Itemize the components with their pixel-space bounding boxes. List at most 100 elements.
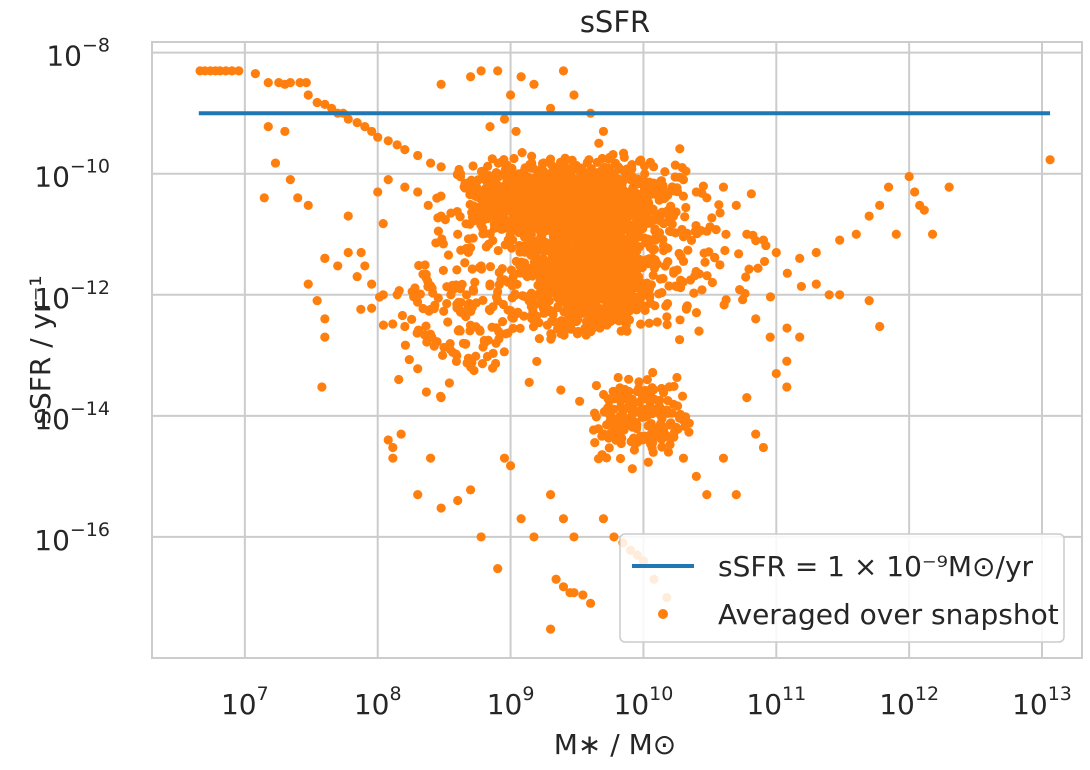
data-point (645, 292, 655, 303)
data-point (524, 179, 534, 189)
data-point (554, 261, 564, 271)
data-point (619, 217, 630, 228)
data-point (669, 186, 679, 196)
data-point (811, 279, 821, 289)
data-point (617, 410, 627, 420)
data-point (485, 261, 496, 272)
data-point (684, 418, 694, 428)
data-point (1045, 155, 1055, 165)
data-point (664, 420, 675, 430)
data-point (664, 281, 674, 291)
data-point (699, 248, 709, 258)
data-point (591, 412, 601, 422)
data-point (580, 219, 590, 229)
data-point (460, 258, 470, 268)
data-point (443, 317, 453, 327)
data-point (400, 145, 410, 155)
data-point (506, 265, 516, 275)
data-point (640, 233, 650, 243)
data-point (456, 245, 466, 255)
data-point (663, 256, 673, 267)
data-point (572, 329, 583, 339)
data-point (572, 257, 582, 267)
data-point (744, 264, 754, 274)
data-point (468, 284, 478, 294)
data-point (506, 199, 516, 209)
data-point (682, 228, 692, 239)
data-point (560, 153, 570, 163)
data-point (697, 285, 707, 295)
data-point (707, 213, 717, 223)
data-point (796, 281, 806, 292)
data-point (392, 290, 402, 300)
data-point (875, 200, 885, 210)
data-point (600, 274, 610, 284)
data-point (625, 174, 636, 185)
data-point (320, 99, 330, 109)
data-point (558, 582, 569, 592)
data-point (457, 279, 467, 290)
data-point (360, 122, 370, 132)
data-point (594, 138, 604, 148)
data-point (569, 532, 579, 542)
data-point (669, 268, 679, 278)
data-point (742, 393, 752, 403)
data-point (740, 288, 750, 299)
data-point (636, 319, 646, 329)
data-point (621, 320, 631, 330)
data-point (720, 245, 730, 256)
data-point (593, 454, 604, 464)
data-point (373, 132, 383, 142)
data-point (388, 453, 398, 463)
data-point (476, 220, 486, 230)
data-point (574, 229, 584, 239)
data-point (602, 420, 612, 430)
data-point (521, 188, 531, 198)
data-point (558, 224, 568, 235)
data-point (607, 189, 617, 199)
data-point (516, 72, 526, 82)
data-point (493, 296, 503, 306)
data-point (453, 169, 463, 179)
data-point (700, 257, 710, 267)
data-point (634, 195, 645, 205)
data-point (638, 178, 649, 188)
data-point (437, 350, 448, 360)
data-point (710, 253, 720, 263)
data-point (585, 229, 595, 239)
data-point (734, 249, 744, 259)
data-point (407, 314, 417, 324)
data-point (678, 174, 689, 185)
data-point (661, 301, 671, 311)
data-point (694, 326, 704, 336)
data-point (425, 304, 435, 315)
data-point (656, 383, 667, 394)
data-point (594, 249, 604, 259)
data-point (499, 211, 509, 221)
data-point (436, 211, 446, 221)
data-point (609, 532, 619, 542)
data-point (413, 490, 423, 500)
data-point (765, 292, 776, 302)
data-point (667, 219, 677, 229)
data-point (620, 420, 630, 431)
data-point (414, 260, 424, 271)
data-point (585, 321, 595, 331)
data-point (477, 202, 488, 212)
data-point (613, 427, 624, 438)
x-tick-labels: 107 108 109 1010 1011 1012 1013 (221, 683, 1072, 721)
data-point (640, 169, 650, 179)
data-point (509, 221, 520, 231)
data-point (721, 295, 731, 305)
data-point (614, 315, 624, 326)
data-point (524, 377, 534, 387)
data-point (542, 279, 552, 289)
chart-title: sSFR (580, 5, 650, 39)
data-point (610, 158, 621, 168)
data-point (419, 330, 430, 340)
data-point (634, 377, 644, 387)
data-point (635, 407, 645, 418)
data-point (662, 312, 672, 322)
data-point (491, 178, 501, 188)
data-point (455, 212, 465, 222)
